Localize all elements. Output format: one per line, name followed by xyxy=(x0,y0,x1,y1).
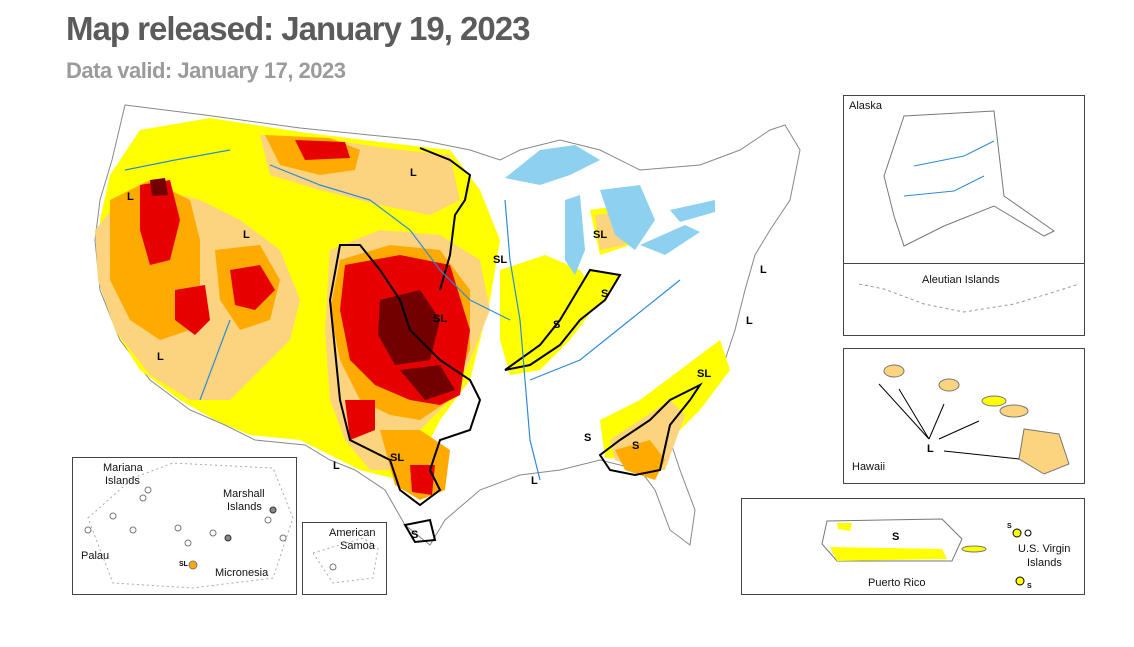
puerto-rico-shape xyxy=(821,518,1032,586)
impact-boundary-plains xyxy=(328,244,482,507)
d3-utah xyxy=(230,265,275,310)
impact-boundary-north xyxy=(419,147,472,291)
samoa-label-line1: American xyxy=(329,527,376,539)
palau-label: Palau xyxy=(81,550,110,562)
puerto-rico-impact-label: S xyxy=(892,531,900,543)
micronesia-label: Micronesia xyxy=(215,567,269,579)
map-title: Map released: January 19, 2023 xyxy=(66,10,530,47)
impact-label: SL xyxy=(433,313,447,325)
impact-boundary-texas-tip xyxy=(403,518,437,544)
d4-oregon xyxy=(150,178,168,196)
impact-label: L xyxy=(127,191,134,203)
impact-label: S xyxy=(632,440,639,452)
aleutian-shape xyxy=(858,283,1080,313)
puerto-rico-label: Puerto Rico xyxy=(868,577,926,589)
pacific-islands-inset: Mariana Islands Marshall Islands Palau M… xyxy=(72,457,297,595)
lake-huron xyxy=(600,185,655,250)
d3-nevada xyxy=(175,285,210,335)
impact-label: SL xyxy=(593,229,607,241)
hawaii-shape xyxy=(878,364,1070,475)
impact-label: L xyxy=(531,475,538,487)
impact-label: L xyxy=(410,167,417,179)
river-mississippi xyxy=(504,199,541,481)
d0-midwest xyxy=(500,255,600,375)
impact-label: L xyxy=(243,229,250,241)
impact-label: S xyxy=(584,432,591,444)
hawaii-inset: L Hawaii xyxy=(843,348,1085,484)
usvi-impact-label-a: S xyxy=(1007,523,1012,530)
usvi-impact-label-b: S xyxy=(1027,583,1032,590)
american-samoa-shape xyxy=(312,537,379,584)
impact-label: SL xyxy=(493,254,507,266)
lake-ontario xyxy=(670,200,715,222)
river-ohio xyxy=(529,279,681,381)
river-missouri xyxy=(269,164,511,321)
impact-label: L xyxy=(746,315,753,327)
american-samoa-inset: American Samoa xyxy=(302,522,387,595)
lake-superior xyxy=(505,145,600,185)
d2-georgia xyxy=(615,440,665,480)
river-columbia xyxy=(124,149,231,171)
lake-michigan xyxy=(565,195,585,275)
d3-south-texas xyxy=(410,465,435,495)
micronesia-impact-label: SL xyxy=(179,561,188,568)
impact-label: SL xyxy=(390,452,404,464)
d4-kansas xyxy=(400,365,455,400)
lake-erie xyxy=(640,225,700,255)
hawaii-label: Hawaii xyxy=(852,461,886,473)
impact-boundary-ohio xyxy=(504,268,622,371)
mariana-label-line2: Islands xyxy=(105,475,140,487)
marshall-label-line1: Marshall xyxy=(223,488,265,500)
usvi-label-line2: Islands xyxy=(1027,557,1062,569)
impact-label: SL xyxy=(697,368,711,380)
alaska-shape xyxy=(883,110,1055,247)
samoa-label-line2: Samoa xyxy=(340,540,375,552)
impact-boundary-southeast xyxy=(598,382,703,477)
impact-label: S xyxy=(411,529,418,541)
pacific-islands-shape xyxy=(84,462,294,589)
mariana-label-line1: Mariana xyxy=(103,462,143,474)
impact-label: L xyxy=(333,460,340,472)
map-subtitle: Data valid: January 17, 2023 xyxy=(66,58,346,83)
d3-texas xyxy=(345,400,375,440)
puerto-rico-inset: S Puerto Rico S S U.S. Virgin Islands xyxy=(741,498,1085,595)
river-colorado xyxy=(199,319,231,401)
impact-label: L xyxy=(157,351,164,363)
impact-label: S xyxy=(601,288,608,300)
hawaii-impact-label: L xyxy=(927,443,934,455)
aleutian-inset: Aleutian Islands xyxy=(843,263,1085,336)
marshall-label-line2: Islands xyxy=(227,501,262,513)
alaska-label: Alaska xyxy=(849,100,883,112)
d3-oregon xyxy=(140,180,180,265)
usvi-label-line1: U.S. Virgin xyxy=(1018,543,1071,555)
d3-montana xyxy=(295,140,350,160)
aleutian-label: Aleutian Islands xyxy=(922,274,1000,286)
alaska-inset: Alaska xyxy=(843,95,1085,264)
impact-label: L xyxy=(760,264,767,276)
impact-label: S xyxy=(553,319,560,331)
